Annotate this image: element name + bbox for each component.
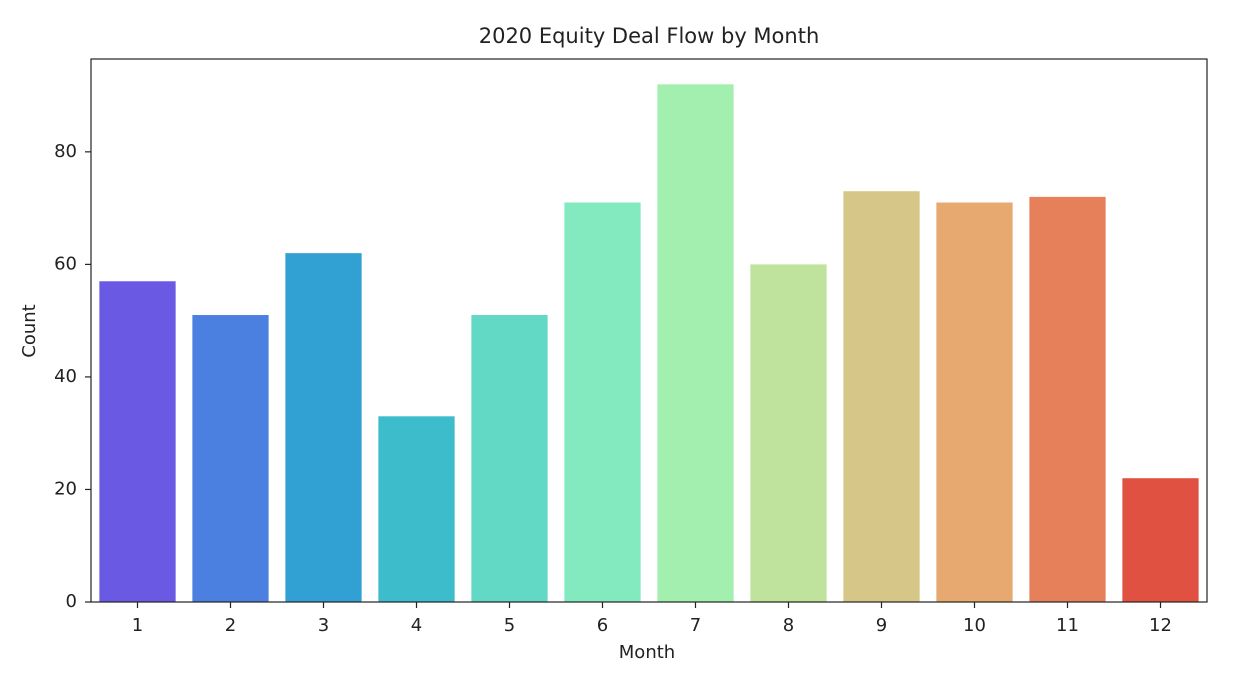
y-tick-label: 60 (54, 253, 77, 274)
bar (99, 281, 176, 602)
x-tick-label: 3 (318, 615, 329, 636)
y-tick-label: 0 (66, 591, 77, 612)
x-tick-label: 5 (504, 615, 515, 636)
bar (378, 416, 455, 602)
bar (657, 84, 734, 603)
bar (192, 315, 269, 602)
x-tick-label: 4 (411, 615, 422, 636)
x-axis-label: Month (619, 642, 675, 663)
bar (843, 191, 920, 602)
chart-title: 2020 Equity Deal Flow by Month (479, 24, 820, 48)
plot-frame (90, 58, 1208, 603)
y-tick-label: 40 (54, 366, 77, 387)
bar (564, 202, 641, 602)
x-tick-label: 10 (963, 615, 986, 636)
y-axis-label: Count (19, 304, 40, 357)
x-tick-label: 8 (783, 615, 794, 636)
x-tick-label: 12 (1149, 615, 1172, 636)
y-tick-label: 80 (54, 141, 77, 162)
x-tick-label: 9 (876, 615, 887, 636)
x-tick-label: 6 (597, 615, 608, 636)
x-tick-label: 1 (132, 615, 143, 636)
bar (1029, 196, 1106, 602)
x-tick-label: 7 (690, 615, 701, 636)
bar (1122, 478, 1199, 602)
bar (285, 253, 362, 603)
x-tick-label: 11 (1056, 615, 1079, 636)
bar (471, 315, 548, 602)
y-tick-label: 20 (54, 478, 77, 499)
bar (750, 264, 827, 602)
bar (936, 202, 1013, 602)
x-tick-label: 2 (225, 615, 236, 636)
